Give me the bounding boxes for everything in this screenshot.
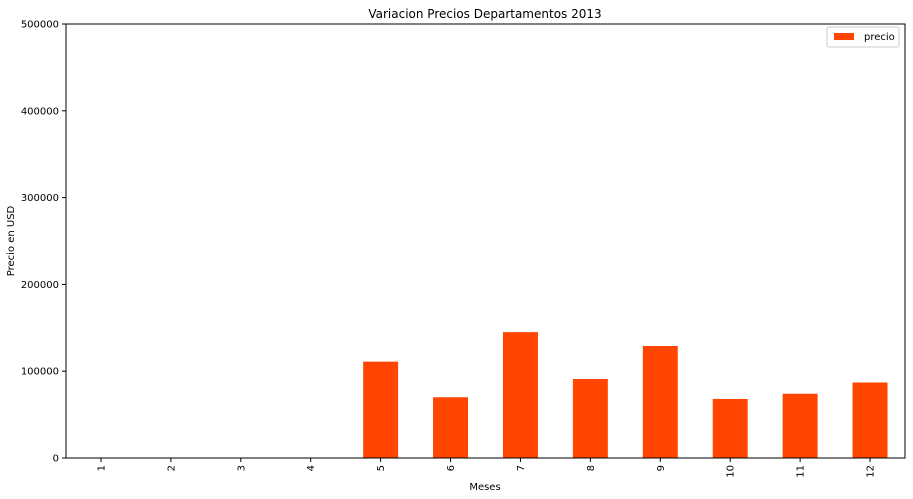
x-tick-label: 3	[236, 465, 247, 471]
legend-frame	[826, 26, 900, 48]
y-tick-label: 100000	[21, 367, 59, 378]
x-tick-label: 2	[166, 465, 177, 471]
x-tick-label: 8	[586, 465, 597, 471]
y-tick-label: 300000	[21, 193, 59, 204]
bar-7	[502, 332, 538, 458]
y-tick-label: 500000	[21, 20, 59, 31]
y-tick-label: 400000	[21, 106, 59, 117]
bar-11	[782, 393, 818, 458]
plot-frame	[65, 23, 906, 459]
chart-title: Variacion Precios Departamentos 2013	[368, 7, 601, 21]
bar-5	[363, 361, 399, 458]
bar-10	[712, 398, 748, 458]
x-tick-label: 4	[306, 465, 317, 471]
x-tick-label: 6	[446, 465, 457, 471]
legend-swatch	[834, 33, 854, 40]
bars	[363, 332, 888, 458]
y-tick-label: 0	[53, 454, 59, 465]
x-axis-ticks: 1 2 3 4 5 6 7 8 9 10 11 12	[96, 458, 877, 478]
legend-label: precio	[864, 32, 895, 43]
y-axis-ticks: 0 100000 200000 300000 400000 500000	[21, 20, 66, 465]
plot-area: 1 2 3 4 5 6 7 8 9 10 11 12 010000020000030000040000…	[21, 20, 906, 478]
x-tick-label: 11	[796, 465, 807, 478]
y-axis-label: Precio en USD	[6, 205, 17, 276]
x-axis-label: Meses	[469, 482, 500, 493]
x-tick-label: 7	[516, 465, 527, 471]
bar-6	[433, 397, 469, 458]
x-tick-label: 5	[376, 465, 387, 471]
x-tick-label: 10	[726, 465, 737, 478]
legend: precio	[826, 26, 900, 48]
x-tick-label: 12	[866, 465, 877, 478]
x-tick-label: 1	[96, 465, 107, 471]
bar-12	[852, 382, 888, 458]
x-tick-label: 9	[656, 465, 667, 471]
y-tick-label: 200000	[21, 280, 59, 291]
bar-8	[572, 379, 608, 458]
bar-9	[642, 346, 678, 458]
axes	[65, 23, 906, 459]
